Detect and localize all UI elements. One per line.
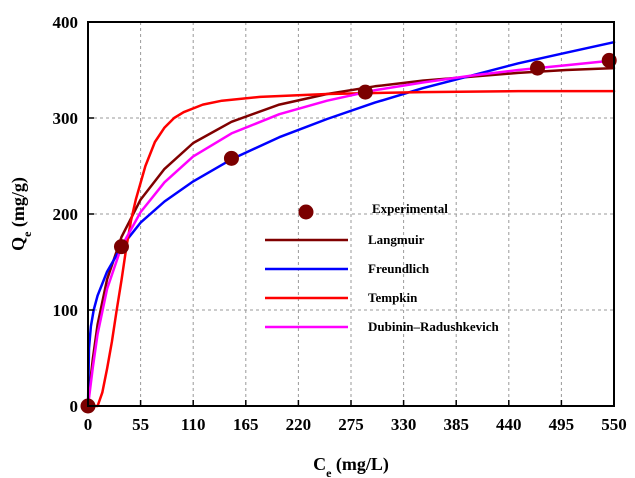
x-tick-label: 110 (181, 415, 206, 434)
experimental-point (113, 239, 129, 255)
experimental-point (529, 60, 545, 76)
y-axis-title-main: Q (8, 237, 28, 251)
axis-ticks: 0 55 110 165 220 275 330 385 440 495 550 0 100 200 300… (53, 13, 627, 434)
x-axis-title-main: C (313, 454, 326, 474)
experimental-points (80, 52, 617, 414)
y-axis-title-unit: (mg/g) (8, 177, 29, 231)
x-tick-label: 165 (233, 415, 259, 434)
series-line-dubinin-radushkevich (86, 59, 616, 408)
y-tick-label: 100 (53, 301, 79, 320)
legend-label-dubinin-radushkevich: Dubinin–Radushkevich (368, 319, 500, 334)
x-axis-title-unit: (mg/L) (331, 454, 389, 475)
experimental-point (223, 150, 239, 166)
legend-label-langmuir: Langmuir (368, 232, 425, 247)
grid (88, 22, 614, 406)
y-tick-label: 400 (53, 13, 79, 32)
y-tick-label: 300 (53, 109, 79, 128)
experimental-point (601, 52, 617, 68)
y-axis-title-subscript: e (20, 231, 34, 237)
x-tick-label: 55 (132, 415, 149, 434)
legend-label-experimental: Experimental (372, 201, 448, 216)
y-tick-label: 0 (70, 397, 79, 416)
x-axis-title-subscript: e (326, 466, 332, 478)
x-tick-label: 550 (601, 415, 627, 434)
x-tick-label: 495 (549, 415, 575, 434)
y-tick-label: 200 (53, 205, 79, 224)
x-tick-label: 0 (84, 415, 93, 434)
x-tick-label: 385 (443, 415, 469, 434)
series-layer (86, 40, 616, 408)
x-axis-title: Ce (mg/L) (313, 454, 389, 478)
y-axis-title: Qe (mg/g) (8, 177, 34, 251)
experimental-point (357, 84, 373, 100)
x-tick-label: 440 (496, 415, 522, 434)
x-tick-label: 275 (338, 415, 364, 434)
legend-label-freundlich: Freundlich (368, 261, 430, 276)
series-line-tempkin (86, 89, 616, 408)
x-tick-label: 330 (391, 415, 417, 434)
legend-label-tempkin: Tempkin (368, 290, 418, 305)
legend: Experimental Langmuir Freundlich Tempkin Dub… (265, 201, 500, 334)
x-tick-label: 220 (286, 415, 312, 434)
legend-marker-experimental (298, 204, 314, 220)
